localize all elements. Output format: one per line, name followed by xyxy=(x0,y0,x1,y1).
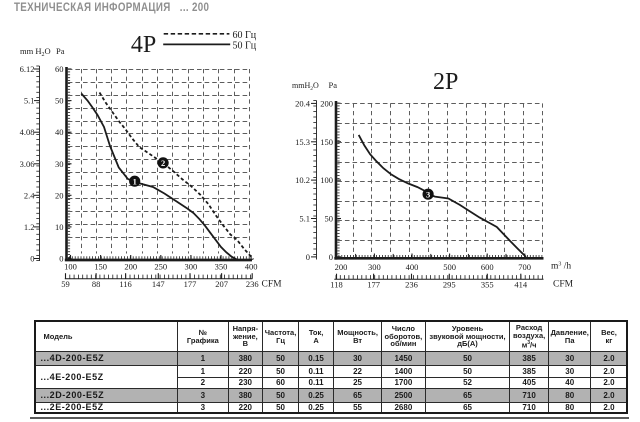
svg-text:5.1: 5.1 xyxy=(299,214,310,224)
svg-text:147: 147 xyxy=(152,279,165,289)
svg-text:Pa: Pa xyxy=(56,46,65,56)
svg-text:236: 236 xyxy=(405,279,418,289)
svg-text:59: 59 xyxy=(61,279,70,289)
svg-text:0: 0 xyxy=(30,254,34,264)
svg-text:10: 10 xyxy=(55,222,64,232)
svg-text:100: 100 xyxy=(320,175,333,185)
svg-text:0: 0 xyxy=(59,254,63,264)
svg-text:3: 3 xyxy=(426,189,430,199)
svg-text:150: 150 xyxy=(320,137,333,147)
svg-text:5.1: 5.1 xyxy=(24,96,35,106)
svg-text:200: 200 xyxy=(320,98,333,108)
svg-text:177: 177 xyxy=(367,279,380,289)
svg-text:600: 600 xyxy=(481,262,494,272)
svg-text:60 Гц: 60 Гц xyxy=(233,30,257,41)
svg-text:3.06: 3.06 xyxy=(20,159,35,169)
svg-text:400: 400 xyxy=(245,262,258,272)
svg-text:200: 200 xyxy=(124,262,137,272)
svg-text:300: 300 xyxy=(368,262,381,272)
svg-text:30: 30 xyxy=(55,159,64,169)
svg-text:20: 20 xyxy=(55,190,64,200)
svg-text:500: 500 xyxy=(443,262,456,272)
svg-text:150: 150 xyxy=(94,262,107,272)
svg-text:m3 /h: m3 /h xyxy=(551,262,571,272)
svg-text:Pa: Pa xyxy=(329,80,338,90)
svg-text:88: 88 xyxy=(92,279,101,289)
svg-text:mm H2O: mm H2O xyxy=(20,46,51,58)
svg-text:10.2: 10.2 xyxy=(295,175,310,185)
svg-text:414: 414 xyxy=(514,279,528,289)
svg-text:100: 100 xyxy=(64,262,77,272)
svg-text:118: 118 xyxy=(330,279,342,289)
svg-text:2P: 2P xyxy=(433,69,458,95)
svg-text:355: 355 xyxy=(481,279,494,289)
svg-text:700: 700 xyxy=(518,262,531,272)
svg-text:50: 50 xyxy=(325,214,334,224)
svg-text:250: 250 xyxy=(154,262,167,272)
svg-text:400: 400 xyxy=(406,262,419,272)
svg-text:40: 40 xyxy=(55,127,64,137)
svg-text:mmH2O: mmH2O xyxy=(292,81,319,92)
svg-text:4.08: 4.08 xyxy=(20,127,35,137)
svg-text:1: 1 xyxy=(133,176,137,186)
svg-text:0: 0 xyxy=(306,252,310,262)
svg-text:207: 207 xyxy=(215,279,228,289)
svg-text:50 Гц: 50 Гц xyxy=(233,41,257,52)
svg-text:15.3: 15.3 xyxy=(295,137,310,147)
svg-text:177: 177 xyxy=(184,279,197,289)
svg-text:236: 236 xyxy=(246,279,259,289)
svg-text:4P: 4P xyxy=(131,32,156,58)
svg-text:1.2: 1.2 xyxy=(24,222,35,232)
svg-text:6.12: 6.12 xyxy=(20,64,35,74)
svg-text:0: 0 xyxy=(329,252,333,262)
svg-text:116: 116 xyxy=(119,279,131,289)
svg-text:60: 60 xyxy=(55,64,64,74)
svg-text:300: 300 xyxy=(185,262,198,272)
svg-text:50: 50 xyxy=(55,96,64,106)
svg-text:200: 200 xyxy=(335,262,348,272)
svg-text:CFM: CFM xyxy=(262,280,283,290)
svg-text:295: 295 xyxy=(443,279,456,289)
svg-text:2: 2 xyxy=(161,158,165,168)
svg-text:350: 350 xyxy=(215,262,228,272)
svg-text:CFM: CFM xyxy=(553,280,574,290)
svg-text:2.4: 2.4 xyxy=(24,190,35,200)
svg-text:20.4: 20.4 xyxy=(295,98,311,108)
